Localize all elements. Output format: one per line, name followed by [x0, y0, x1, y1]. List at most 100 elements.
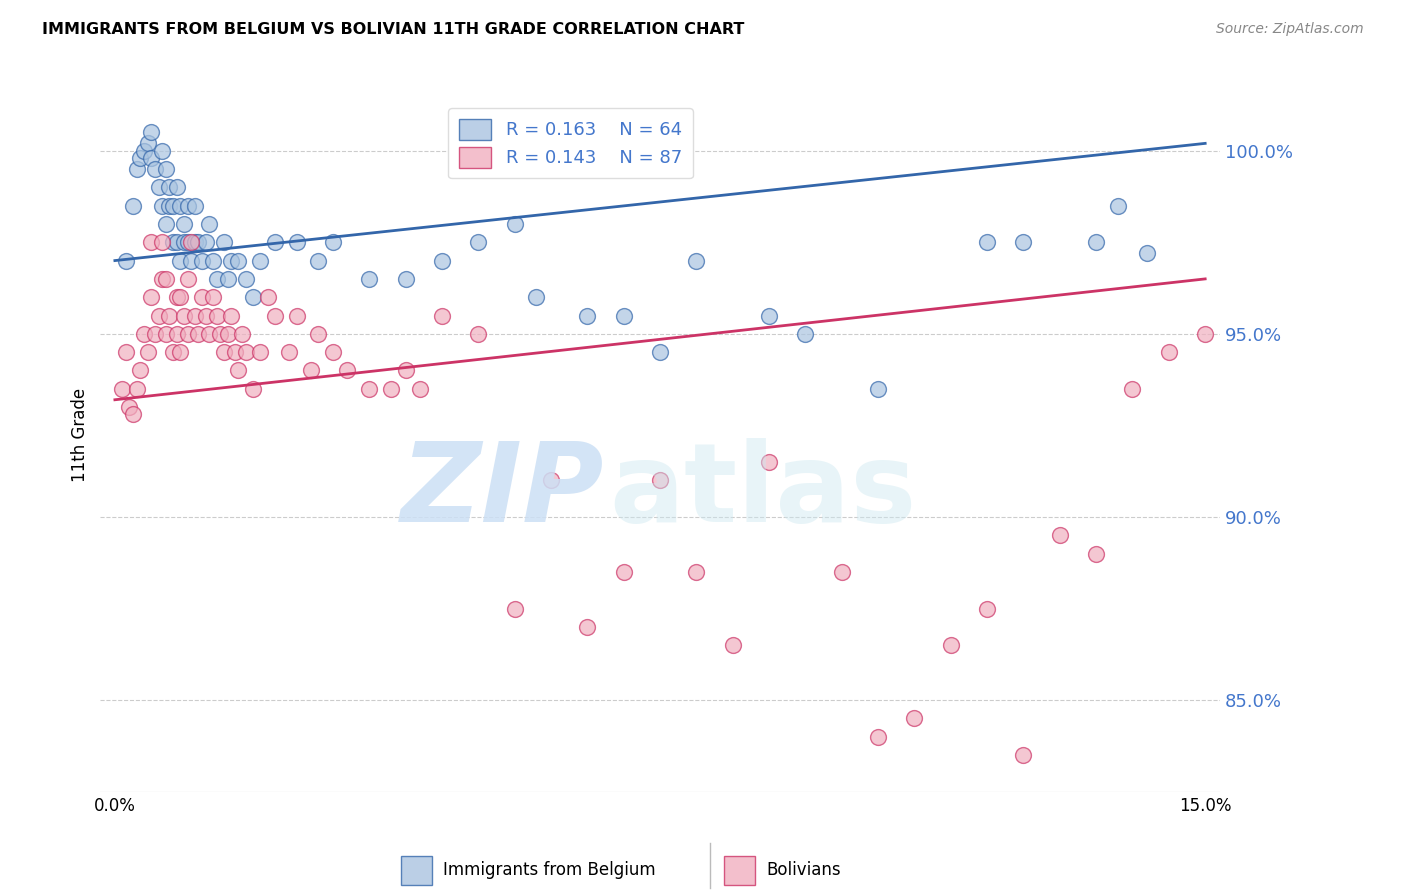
Point	[322, 345, 344, 359]
Point	[359, 272, 381, 286]
Point	[903, 711, 925, 725]
Point	[1085, 235, 1108, 250]
Point	[249, 345, 271, 359]
Point	[166, 326, 188, 341]
Point	[430, 309, 453, 323]
Point	[155, 326, 177, 341]
Point	[136, 345, 159, 359]
Point	[191, 253, 214, 268]
Point	[1375, 400, 1398, 414]
Point	[191, 290, 214, 304]
Point	[503, 601, 526, 615]
Point	[648, 345, 671, 359]
Point	[150, 272, 173, 286]
Point	[721, 638, 744, 652]
Point	[148, 180, 170, 194]
Point	[336, 363, 359, 377]
Point	[166, 180, 188, 194]
Point	[395, 272, 418, 286]
Point	[685, 253, 707, 268]
Point	[1085, 547, 1108, 561]
Point	[299, 363, 322, 377]
Point	[976, 601, 998, 615]
Point	[129, 363, 152, 377]
Point	[395, 363, 418, 377]
Text: Source: ZipAtlas.com: Source: ZipAtlas.com	[1216, 22, 1364, 37]
Point	[467, 326, 489, 341]
Point	[217, 326, 239, 341]
Point	[467, 235, 489, 250]
Point	[1049, 528, 1071, 542]
Point	[184, 309, 207, 323]
Point	[122, 199, 145, 213]
Point	[194, 309, 217, 323]
Point	[176, 235, 198, 250]
Point	[111, 382, 134, 396]
Text: atlas: atlas	[610, 438, 917, 545]
Point	[576, 620, 599, 634]
Point	[150, 144, 173, 158]
Point	[576, 309, 599, 323]
Point	[868, 382, 890, 396]
Point	[205, 309, 228, 323]
Point	[217, 272, 239, 286]
Point	[380, 382, 402, 396]
Text: ZIP: ZIP	[401, 438, 605, 545]
Text: IMMIGRANTS FROM BELGIUM VS BOLIVIAN 11TH GRADE CORRELATION CHART: IMMIGRANTS FROM BELGIUM VS BOLIVIAN 11TH…	[42, 22, 745, 37]
Point	[1303, 290, 1326, 304]
Point	[263, 309, 285, 323]
Point	[198, 326, 221, 341]
Point	[685, 565, 707, 579]
Point	[162, 345, 184, 359]
Point	[278, 345, 301, 359]
Point	[180, 235, 202, 250]
Point	[173, 217, 195, 231]
Point	[1136, 246, 1159, 260]
Point	[1230, 309, 1253, 323]
Point	[202, 253, 225, 268]
Point	[212, 345, 235, 359]
Point	[307, 253, 329, 268]
Point	[224, 345, 246, 359]
Point	[285, 309, 308, 323]
Point	[235, 272, 257, 286]
Point	[503, 217, 526, 231]
Point	[263, 235, 285, 250]
Point	[162, 199, 184, 213]
Point	[228, 253, 250, 268]
Point	[231, 326, 253, 341]
Point	[322, 235, 344, 250]
Point	[187, 326, 209, 341]
Point	[249, 253, 271, 268]
Point	[180, 253, 202, 268]
Point	[939, 638, 962, 652]
Y-axis label: 11th Grade: 11th Grade	[72, 387, 89, 482]
Point	[169, 253, 191, 268]
Point	[205, 272, 228, 286]
Point	[212, 235, 235, 250]
Point	[648, 474, 671, 488]
Point	[114, 345, 136, 359]
Point	[118, 400, 141, 414]
Point	[285, 235, 308, 250]
Point	[1340, 272, 1362, 286]
Point	[219, 253, 242, 268]
Point	[228, 363, 250, 377]
Point	[1157, 345, 1180, 359]
Point	[794, 326, 817, 341]
Point	[198, 217, 221, 231]
Text: Immigrants from Belgium: Immigrants from Belgium	[443, 861, 655, 879]
Point	[209, 326, 232, 341]
Point	[141, 290, 163, 304]
Point	[173, 235, 195, 250]
Point	[194, 235, 217, 250]
Point	[184, 199, 207, 213]
Point	[155, 272, 177, 286]
Point	[1121, 382, 1143, 396]
Point	[114, 253, 136, 268]
Point	[307, 326, 329, 341]
Point	[169, 290, 191, 304]
Legend: R = 0.163    N = 64, R = 0.143    N = 87: R = 0.163 N = 64, R = 0.143 N = 87	[449, 108, 693, 178]
Point	[157, 199, 180, 213]
Point	[132, 326, 155, 341]
